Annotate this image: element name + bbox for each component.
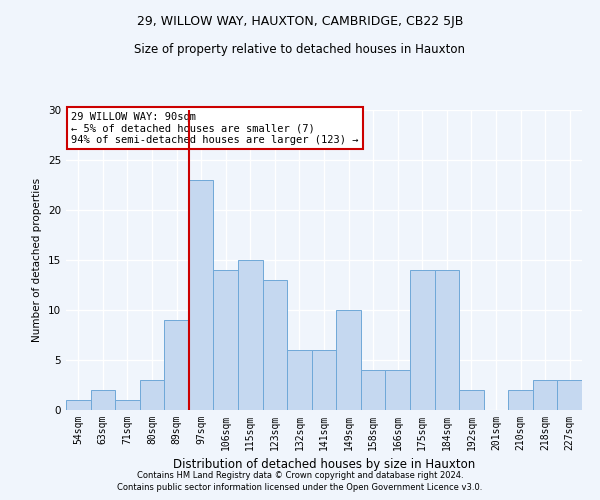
X-axis label: Distribution of detached houses by size in Hauxton: Distribution of detached houses by size … [173, 458, 475, 471]
Bar [263, 280, 287, 410]
Bar [312, 350, 336, 410]
Bar [287, 350, 312, 410]
Bar [91, 390, 115, 410]
Bar [557, 380, 582, 410]
Bar [533, 380, 557, 410]
Text: 29, WILLOW WAY, HAUXTON, CAMBRIDGE, CB22 5JB: 29, WILLOW WAY, HAUXTON, CAMBRIDGE, CB22… [137, 15, 463, 28]
Bar [385, 370, 410, 410]
Y-axis label: Number of detached properties: Number of detached properties [32, 178, 43, 342]
Bar [238, 260, 263, 410]
Bar [115, 400, 140, 410]
Bar [410, 270, 434, 410]
Text: 29 WILLOW WAY: 90sqm
← 5% of detached houses are smaller (7)
94% of semi-detache: 29 WILLOW WAY: 90sqm ← 5% of detached ho… [71, 112, 359, 144]
Bar [336, 310, 361, 410]
Bar [66, 400, 91, 410]
Text: Size of property relative to detached houses in Hauxton: Size of property relative to detached ho… [134, 42, 466, 56]
Bar [508, 390, 533, 410]
Bar [361, 370, 385, 410]
Text: Contains HM Land Registry data © Crown copyright and database right 2024.: Contains HM Land Registry data © Crown c… [137, 471, 463, 480]
Bar [214, 270, 238, 410]
Bar [164, 320, 189, 410]
Bar [140, 380, 164, 410]
Bar [189, 180, 214, 410]
Bar [434, 270, 459, 410]
Text: Contains public sector information licensed under the Open Government Licence v3: Contains public sector information licen… [118, 484, 482, 492]
Bar [459, 390, 484, 410]
